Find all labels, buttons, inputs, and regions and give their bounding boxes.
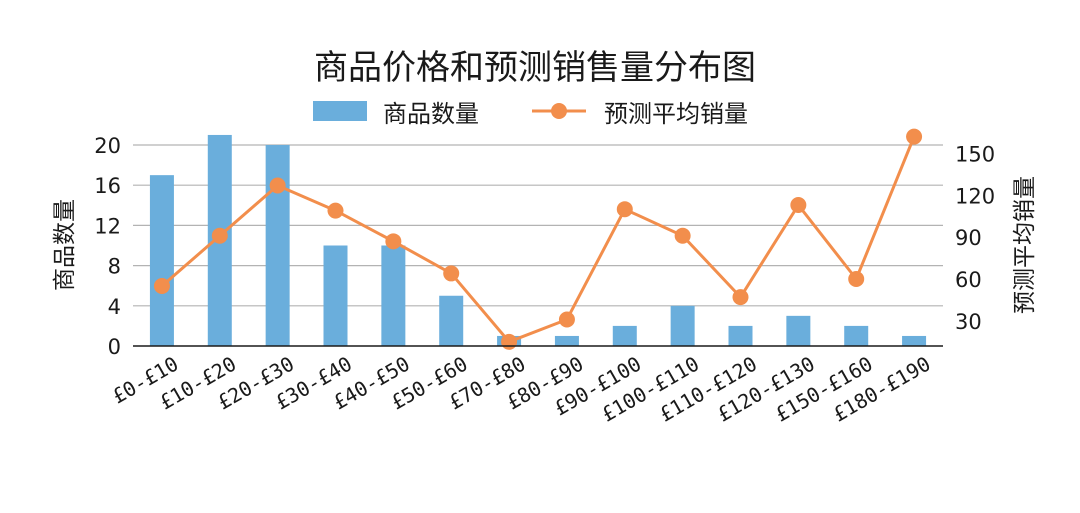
y-tick-label: 4 [108,295,121,319]
y-tick-label: 20 [94,134,121,158]
line-point [443,265,460,282]
bar [844,325,869,346]
y-axis-right-label: 预测平均销量 [1012,176,1038,314]
x-axis-ticks: £0-£10£10-£20£20-£30£30-£40£40-£50£50-£6… [108,352,935,427]
gridlines [133,144,943,307]
bar [381,245,406,346]
line-point [790,197,807,214]
line-point [848,271,865,287]
y-tick-label-right: 120 [955,184,995,208]
line-point [327,202,344,219]
line-point [385,233,402,250]
line-point [906,128,923,145]
y-tick-label: 16 [94,174,121,198]
y-tick-label-right: 90 [955,226,982,250]
legend-label-bar: 商品数量 [383,100,479,128]
y-axis-right-ticks: 30 60 90 120 150 [955,142,995,334]
bar [323,245,348,346]
chart-title: 商品价格和预测销售量分布图 [314,48,756,88]
y-tick-label: 8 [108,255,121,279]
y-axis-left-label: 商品数量 [52,199,78,291]
bar [612,325,637,346]
bar [786,315,811,346]
line-point [211,227,228,244]
bar [554,335,579,346]
bar [670,305,695,346]
legend-swatch-marker [551,103,567,119]
line-point [501,333,518,350]
y-tick-label-right: 30 [955,310,982,334]
y-tick-label: 12 [94,214,121,238]
line-point [732,289,749,306]
series-line [160,136,916,344]
y-tick-label-right: 60 [955,268,982,292]
line-point [558,311,575,328]
y-tick-label-right: 150 [955,142,995,166]
line-point [269,177,286,194]
bar [439,295,464,346]
bar-series [149,134,927,346]
line-series [153,128,923,350]
bar [149,175,174,346]
line-point [616,201,633,218]
legend: 商品数量 预测平均销量 [313,100,748,128]
y-axis-left-ticks: 0 4 8 12 16 20 [94,134,121,359]
bar [902,335,927,346]
legend-label-line: 预测平均销量 [604,100,748,128]
bar [265,145,290,346]
line-point [674,227,691,244]
legend-swatch-bar [313,101,367,121]
y-tick-label: 0 [108,335,121,359]
line-point [153,277,170,294]
bar [728,325,753,346]
